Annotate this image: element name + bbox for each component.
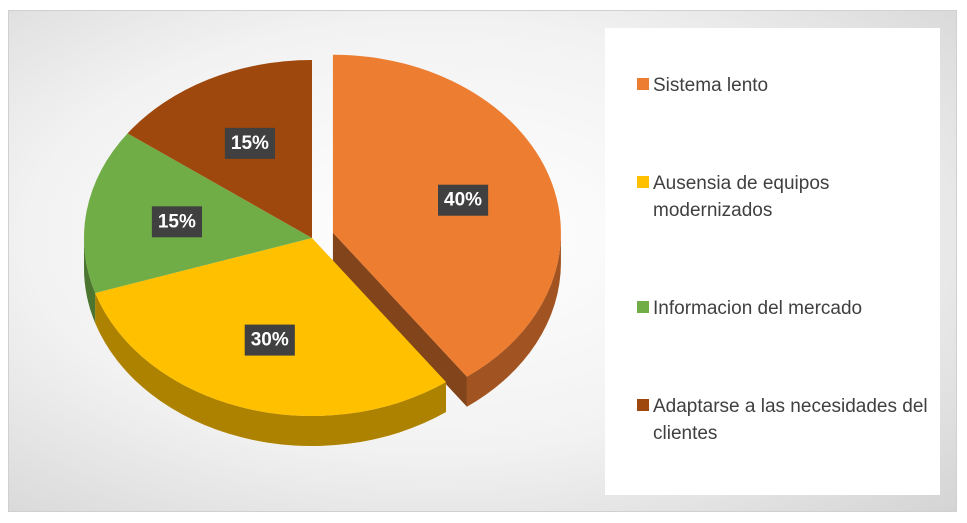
legend-label: Informacion del mercado (653, 298, 863, 320)
slice-side (466, 232, 561, 407)
legend-item: Adaptarse a las necesidades del clientes (605, 393, 940, 447)
legend-swatch (637, 301, 649, 314)
slice-cut-shade (332, 232, 467, 407)
legend-swatch (637, 175, 649, 188)
slice-cut (332, 232, 467, 407)
data-label-text: 30% (251, 330, 289, 351)
legend: Sistema lento Ausensia de equipos moderni… (605, 28, 940, 495)
data-label-box (438, 184, 489, 216)
slice-side-shade (84, 238, 96, 324)
slice-side-shade (95, 293, 447, 447)
legend-label: Adaptarse a las necesidades del clientes (653, 396, 928, 445)
slice-side (95, 293, 447, 447)
legend-swatch (637, 77, 649, 90)
legend-label: Sistema lento (653, 74, 769, 96)
data-label-text: 15% (158, 211, 196, 232)
data-label-text: 40% (444, 190, 482, 211)
data-label-box (224, 127, 276, 159)
data-label: 40% (438, 184, 489, 216)
data-label-text: 15% (231, 133, 269, 154)
data-label: 15% (151, 206, 203, 238)
legend-label: Ausensia de equipos modernizados (653, 172, 830, 221)
data-label: 30% (244, 324, 295, 356)
slice (127, 59, 312, 239)
legend-item: Informacion del mercado (605, 295, 940, 322)
data-label-box (244, 324, 295, 356)
legend-item: Sistema lento (605, 72, 940, 99)
data-label-box (151, 206, 203, 238)
slice-side-shade (466, 232, 561, 407)
legend-swatch (637, 399, 649, 412)
slice-side (84, 238, 96, 324)
legend-item: Ausensia de equipos modernizados (605, 170, 940, 224)
data-label: 15% (224, 127, 276, 159)
